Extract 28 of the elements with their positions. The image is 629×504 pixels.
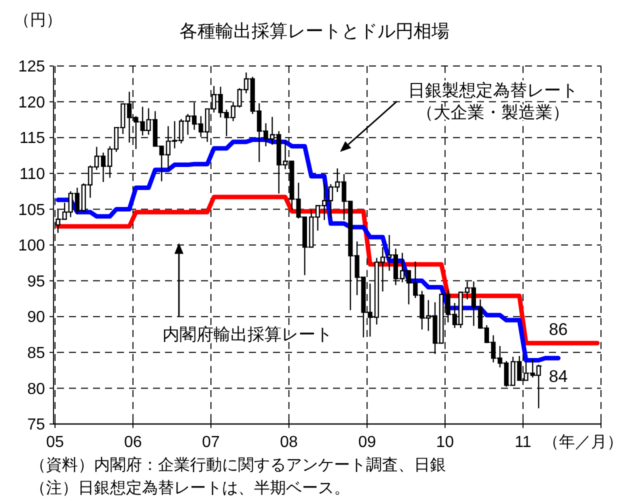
x-tick-label: 08 [280, 434, 298, 451]
y-tick-label: 100 [18, 238, 46, 255]
y-tick-label: 115 [19, 130, 46, 148]
y-tick-label: 105 [18, 202, 46, 219]
annotation: 日銀製想定為替レート（大企業・製造業） [408, 80, 578, 122]
x-tick-label: 09 [358, 434, 376, 451]
text: （注）日銀想定為替レートは、半期ベース。 [30, 479, 350, 497]
x-tick-label: 06 [124, 434, 142, 451]
y-axis-title: （円） [14, 12, 62, 29]
y-tick-label: 75 [27, 416, 46, 434]
x-tick-label: 07 [202, 434, 220, 451]
y-tick-label: 125 [18, 58, 46, 76]
line-series [56, 194, 600, 346]
y-tick-label: 90 [27, 309, 46, 326]
y-tick-label: 85 [27, 345, 46, 362]
annotation: 内閣府輸出採算レート [162, 325, 333, 344]
y-tick-label: 110 [19, 166, 46, 183]
x-axis-title: （年／月） [543, 434, 624, 451]
x-tick-label: 05 [46, 434, 64, 451]
data-label: 86 [548, 320, 568, 340]
data-label: 84 [548, 367, 568, 386]
text: （資料）内閣府：企業行動に関するアンケート調査、日銀 [30, 456, 446, 474]
x-tick-label: 10 [436, 434, 454, 451]
x-tick-label: 11 [514, 434, 532, 451]
chart-title: 各種輸出採算レートとドル円相場 [180, 21, 450, 41]
y-tick-label: 80 [27, 380, 46, 398]
y-tick-label: 120 [18, 94, 46, 112]
y-tick-label: 95 [27, 273, 46, 290]
